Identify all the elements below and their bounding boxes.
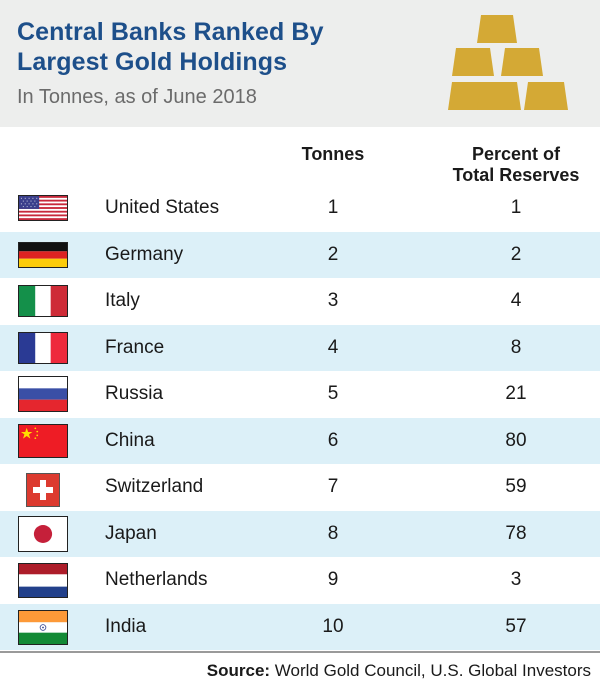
title-line-2: Largest Gold Holdings <box>17 48 288 76</box>
tonnes-rank: 7 <box>327 476 339 497</box>
russia-flag-icon <box>18 376 68 412</box>
country-name: Russia <box>105 383 164 404</box>
switzerland-flag-icon <box>26 473 60 507</box>
gold-bar-bottom-center <box>477 82 521 110</box>
column-header-percent-line-1: Percent of <box>471 144 561 164</box>
table-row: Italy 3 4 <box>0 278 600 325</box>
percent-rank: 80 <box>505 429 527 451</box>
title-line-1: Central Banks Ranked By <box>17 18 324 46</box>
column-header-percent-line-2: Total Reserves <box>452 165 580 185</box>
us-flag-icon <box>18 195 68 221</box>
tonnes-rank: 1 <box>327 197 339 218</box>
holdings-table: United States 1 1 Germany 2 2 Italy 3 4 <box>0 185 600 650</box>
tonnes-rank: 9 <box>327 569 339 590</box>
country-name: Italy <box>105 290 140 311</box>
table-row: China 6 80 <box>0 417 600 464</box>
table-row: France 4 8 <box>0 324 600 371</box>
tonnes-rank: 8 <box>327 522 339 544</box>
column-header-percent: Percent of Total Reserves <box>436 144 596 186</box>
tonnes-rank: 3 <box>327 290 339 311</box>
column-header-tonnes: Tonnes <box>301 144 365 164</box>
country-name: India <box>105 615 147 637</box>
india-flag-icon <box>18 609 68 645</box>
table-row: Netherlands 9 3 <box>0 557 600 604</box>
gold-bar-bottom-right <box>524 82 568 110</box>
country-name: Germany <box>105 243 184 265</box>
tonnes-rank: 6 <box>327 429 339 451</box>
source-text: World Gold Council, U.S. Global Investor… <box>270 661 591 680</box>
page-title: Central Banks Ranked By Largest Gold Hol… <box>17 17 324 77</box>
italy-flag-icon <box>18 285 68 317</box>
table-row: India 10 57 <box>0 603 600 650</box>
percent-rank: 1 <box>510 197 522 218</box>
tonnes-rank: 4 <box>327 336 339 358</box>
source-label: Source: <box>206 661 271 680</box>
table-row: Japan 8 78 <box>0 510 600 557</box>
japan-flag-icon <box>18 515 68 552</box>
percent-rank: 21 <box>505 383 527 404</box>
footer-divider <box>0 651 600 653</box>
country-name: United States <box>105 197 220 218</box>
france-flag-icon <box>18 331 68 364</box>
page-subtitle: In Tonnes, as of June 2018 <box>17 86 257 108</box>
country-name: China <box>105 429 155 451</box>
gold-bars-icon <box>448 15 568 110</box>
tonnes-rank: 2 <box>327 243 339 265</box>
percent-rank: 2 <box>510 243 522 265</box>
germany-flag-icon <box>18 241 68 268</box>
header-band: Central Banks Ranked By Largest Gold Hol… <box>0 0 600 127</box>
country-name: Switzerland <box>105 476 204 497</box>
percent-rank: 8 <box>510 336 522 358</box>
gold-bar-middle-left <box>452 48 494 76</box>
tonnes-rank: 10 <box>322 615 344 637</box>
china-flag-icon <box>18 423 68 458</box>
source-note: Source: World Gold Council, U.S. Global … <box>207 660 591 682</box>
tonnes-rank: 5 <box>327 383 339 404</box>
percent-rank: 3 <box>510 569 522 590</box>
country-name: Japan <box>105 522 157 544</box>
percent-rank: 78 <box>505 522 527 544</box>
percent-rank: 59 <box>505 476 527 497</box>
gold-bar-top <box>477 15 517 43</box>
percent-rank: 4 <box>510 290 522 311</box>
percent-rank: 57 <box>505 615 527 637</box>
table-row: Russia 5 21 <box>0 371 600 418</box>
country-name: France <box>105 336 165 358</box>
netherlands-flag-icon <box>18 563 68 598</box>
gold-bar-middle-right <box>501 48 543 76</box>
table-row: United States 1 1 <box>0 185 600 232</box>
table-row: Germany 2 2 <box>0 231 600 278</box>
country-name: Netherlands <box>105 569 208 590</box>
table-row: Switzerland 7 59 <box>0 464 600 511</box>
